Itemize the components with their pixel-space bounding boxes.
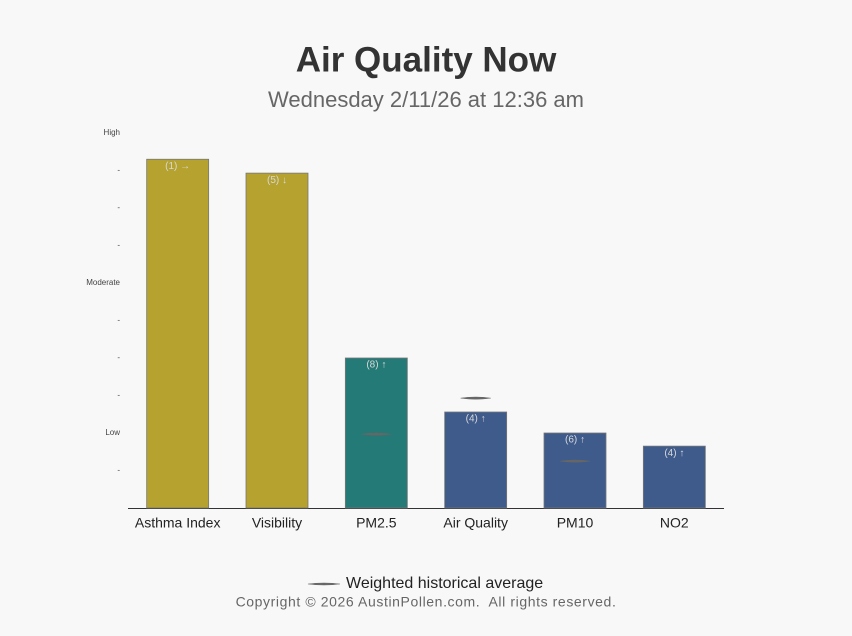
y-tick-label: - bbox=[117, 353, 120, 362]
y-tick-label: - bbox=[117, 166, 120, 175]
bar-annotation: (4) ↑ bbox=[466, 414, 486, 425]
y-tick-label: Moderate bbox=[86, 278, 120, 287]
legend-label: Weighted historical average bbox=[346, 575, 543, 592]
y-tick-label: Low bbox=[105, 428, 120, 437]
bar bbox=[245, 172, 309, 509]
x-tick-label: Asthma Index bbox=[135, 515, 221, 531]
historical-average bbox=[460, 396, 491, 400]
x-tick-label: Air Quality bbox=[443, 515, 508, 531]
x-tick-label: Visibility bbox=[252, 515, 302, 531]
x-tick-label: NO2 bbox=[660, 515, 689, 531]
historical-average bbox=[361, 432, 392, 436]
x-tick-label: PM10 bbox=[557, 515, 594, 531]
y-tick-label: - bbox=[117, 316, 120, 325]
chart-title: Air Quality Now bbox=[296, 40, 557, 79]
y-tick-label: - bbox=[117, 391, 120, 400]
y-tick-label: - bbox=[117, 203, 120, 212]
legend-symbol bbox=[307, 582, 341, 586]
bar-annotation: (1) → bbox=[165, 161, 190, 172]
bar bbox=[444, 411, 508, 509]
bar bbox=[543, 432, 607, 509]
x-tick-label: PM2.5 bbox=[356, 515, 397, 531]
y-tick-label: - bbox=[117, 466, 120, 475]
bar bbox=[642, 445, 706, 509]
footer: Copyright © 2026 AustinPollen.com. All r… bbox=[236, 594, 617, 610]
bar-annotation: (6) ↑ bbox=[565, 435, 585, 446]
historical-average bbox=[559, 459, 591, 463]
chart-subtitle: Wednesday 2/11/26 at 12:36 am bbox=[268, 87, 584, 112]
bar-annotation: (4) ↑ bbox=[664, 448, 684, 459]
bar bbox=[146, 158, 210, 509]
y-tick-label: - bbox=[117, 241, 120, 250]
y-tick-label: High bbox=[104, 128, 120, 137]
bar-annotation: (8) ↑ bbox=[366, 360, 386, 371]
bar-annotation: (5) ↓ bbox=[267, 175, 287, 186]
